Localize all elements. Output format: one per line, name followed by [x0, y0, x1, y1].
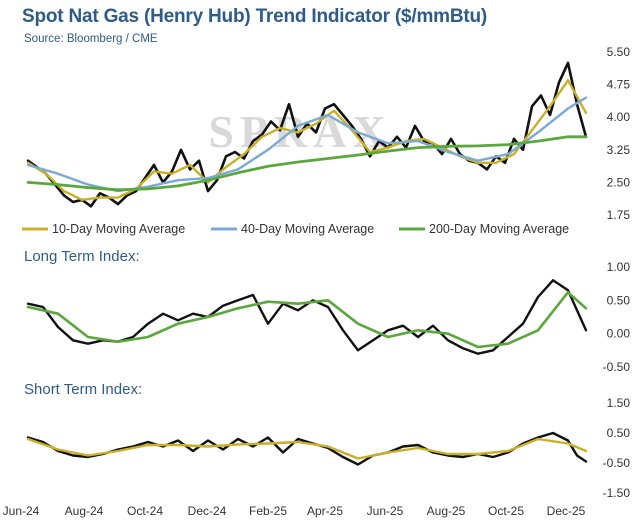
chart-legend: 10-Day Moving Average 40-Day Moving Aver…: [22, 222, 569, 236]
short-term-series-group: [26, 431, 588, 466]
y-tick-label: 4.00: [607, 110, 631, 124]
legend-label-ma200: 200-Day Moving Average: [429, 222, 569, 236]
y-tick-label: 1.50: [607, 396, 631, 410]
price-series-group: [26, 61, 588, 208]
x-tick-label: Jun-24: [3, 504, 40, 518]
chart-title: Spot Nat Gas (Henry Hub) Trend Indicator…: [22, 6, 488, 27]
y-tick-label: -0.50: [603, 456, 631, 470]
x-tick-label: Jun-25: [367, 504, 404, 518]
y-tick-label: 0.00: [607, 327, 631, 341]
y-tick-label: 4.75: [607, 78, 631, 92]
short-term-label: Short Term Index:: [24, 381, 142, 398]
y-tick-label: 1.75: [607, 208, 631, 222]
x-tick-label: Aug-25: [427, 504, 466, 518]
x-tick-label: Dec-24: [188, 504, 227, 518]
legend-label-ma10: 10-Day Moving Average: [52, 222, 185, 236]
long_term-index-line: [26, 279, 588, 355]
long-term-series-group: [26, 279, 588, 355]
legend-label-ma40: 40-Day Moving Average: [241, 222, 374, 236]
long_term-signal-line: [26, 291, 588, 349]
x-tick-label: Aug-24: [65, 504, 104, 518]
x-tick-label: Oct-25: [488, 504, 524, 518]
y-tick-label: 2.50: [607, 175, 631, 189]
y-tick-label: -1.50: [603, 486, 631, 500]
price-ma200-line: [26, 135, 588, 192]
y-tick-label: -0.50: [603, 360, 631, 374]
y-tick-label: 0.50: [607, 293, 631, 307]
y-tick-label: 1.00: [607, 260, 631, 274]
short_term-index-line: [26, 431, 588, 466]
price-y-axis: 5.50 4.75 4.00 3.25 2.50 1.75: [607, 45, 631, 222]
y-tick-label: 0.50: [607, 426, 631, 440]
long-term-y-axis: 1.00 0.50 0.00 -0.50: [603, 260, 631, 374]
x-tick-label: Apr-25: [307, 504, 343, 518]
x-tick-label: Dec-25: [547, 504, 586, 518]
long-term-label: Long Term Index:: [24, 248, 140, 265]
long-term-panel: Long Term Index: 1.00 0.50 0.00 -0.50: [24, 248, 630, 374]
price-ma10-line: [26, 79, 588, 201]
y-tick-label: 5.50: [607, 45, 631, 59]
chart-subtitle: Source: Bloomberg / CME: [24, 33, 158, 45]
short-term-y-axis: 1.50 0.50 -0.50 -1.50: [603, 396, 631, 500]
short-term-panel: Short Term Index: 1.50 0.50 -0.50 -1.50: [24, 381, 630, 500]
x-axis: Jun-24 Aug-24 Oct-24 Dec-24 Feb-25 Apr-25 Jun-…: [3, 504, 586, 518]
x-tick-label: Oct-24: [127, 504, 163, 518]
short_term-signal-line: [26, 437, 588, 460]
y-tick-label: 3.25: [607, 143, 631, 157]
x-tick-label: Feb-25: [249, 504, 287, 518]
price-panel: 5.50 4.75 4.00 3.25 2.50 1.75 10-Day Moving A…: [22, 45, 630, 236]
